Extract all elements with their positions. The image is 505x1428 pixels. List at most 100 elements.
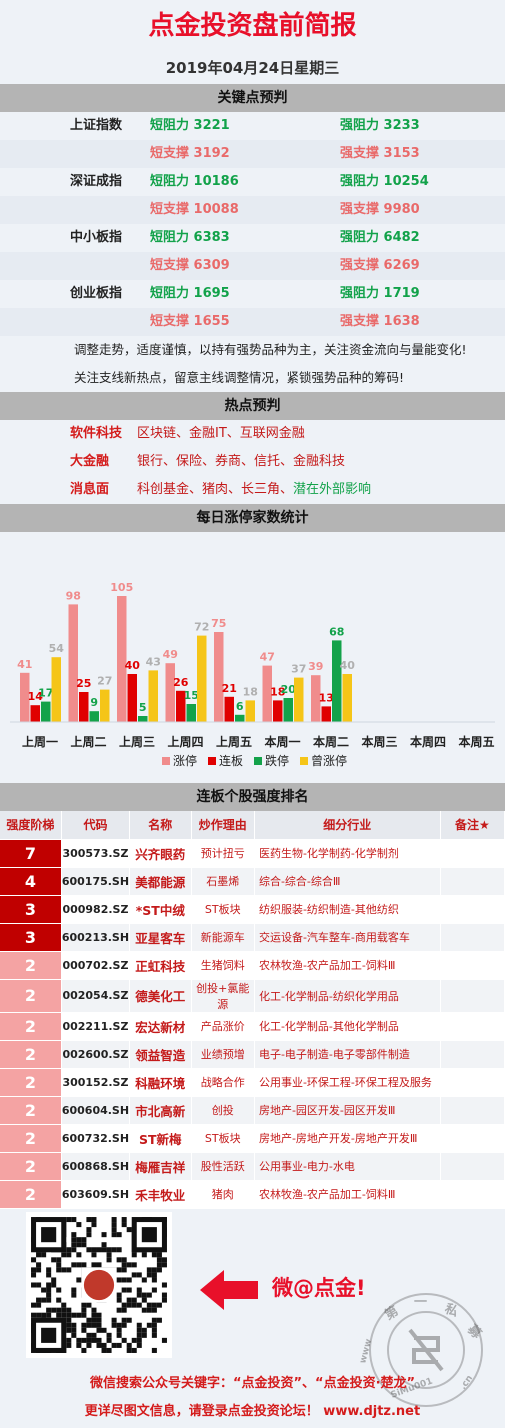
index-name: 上证指数 [70,118,123,133]
table-row: 2 600732.SH ST新梅 ST板块 房地产-房地产开发-房地产开发Ⅲ [0,1124,505,1153]
reason-cell: 战略合作 [191,1068,255,1097]
legend-label: 曾涨停 [311,753,347,768]
strong-support: 强支撑 1638 [340,314,420,329]
table-row: 2 600868.SH 梅雁吉祥 股性活跃 公用事业-电力-水电 [0,1152,505,1181]
col-header-code: 代码 [61,811,131,840]
weibo-label: 微@点金! [272,1276,366,1300]
chart-bar-跌停 [186,704,196,722]
chart-bar-曾涨停 [51,657,61,722]
strategy-note-1: 调整走势，适度谨慎，以持有强势品种为主，关注资金流向与量能变化! [74,342,467,357]
hotspot-key: 软件科技 [70,426,123,441]
chart-category-label: 上周一 [22,734,58,749]
level-cell: 2 [0,979,62,1013]
chart-bar-跌停 [89,711,99,722]
chart-bar-曾涨停 [342,674,352,722]
table-row: 7 300573.SZ 兴齐眼药 预计扭亏 医药生物-化学制药-化学制剂 [0,839,505,868]
strong-resistance: 强阻力 6482 [340,230,420,245]
chart-data-label: 20 [281,683,297,696]
chart-data-label: 6 [236,700,244,713]
chart-data-label: 25 [76,677,91,690]
chart-category-label: 上周三 [119,734,155,749]
industry-cell: 公用事业-电力-水电 [254,1152,441,1181]
note-cell [440,895,505,924]
strong-resistance: 强阻力 1719 [340,286,420,301]
legend-swatch [300,757,308,765]
chart-bar-连板 [273,700,283,722]
section-keypoints-header: 关键点预判 [0,84,505,112]
note-cell [440,839,505,868]
name-cell: 亚星客车 [129,923,192,952]
hotspot-value: 科创基金、猪肉、长三角、潜在外部影响 [137,476,371,504]
note-cell [440,1152,505,1181]
svg-text:一: 一 [414,1295,427,1310]
keypoint-resistance-row: 中小板指 短阻力 6383 强阻力 6482 [0,224,505,252]
chart-data-label: 17 [38,687,53,700]
legend-label: 连板 [219,753,243,768]
hotspot-item: 消息面 科创基金、猪肉、长三角、潜在外部影响 [0,476,505,504]
level-cell: 2 [0,1180,62,1209]
industry-cell: 化工-化学制品-其他化学制品 [254,1012,441,1041]
strategy-note-2: 关注支线新热点，留意主线调整情况，紧锁强势品种的筹码! [74,370,405,385]
chart-data-label: 18 [243,685,258,698]
table-row: 2 002600.SZ 领益智造 业绩预增 电子-电子制造-电子零部件制造 [0,1040,505,1069]
chart-data-label: 13 [319,691,334,704]
stamp-seal: 第 一 私 募 www SiMu001 .cn [358,1293,485,1407]
col-header-note: 备注★ [440,811,505,840]
keypoint-resistance-row: 深证成指 短阻力 10186 强阻力 10254 [0,168,505,196]
table-row: 2 002054.SZ 德美化工 创投+氯能源 化工-化学制品-纺织化学用品 [0,979,505,1013]
chart-category-label: 本周一 [264,734,300,749]
reason-cell: ST板块 [191,1124,255,1153]
name-cell: 兴齐眼药 [129,839,192,868]
chart-data-label: 68 [329,625,344,638]
chart-bar-跌停 [283,698,293,722]
reason-cell: 猪肉 [191,1180,255,1209]
code-cell: 300152.SZ [61,1068,131,1097]
left-arrow-icon [200,1270,258,1310]
section-stats-header: 每日涨停家数统计 [0,504,505,532]
code-cell: 002211.SZ [61,1012,131,1041]
keypoint-support-row: 短支撑 10088 强支撑 9980 [0,196,505,224]
legend-swatch [254,757,262,765]
chart-data-label: 27 [97,675,112,688]
name-cell: 梅雁吉祥 [129,1152,192,1181]
level-cell: 3 [0,895,62,924]
code-cell: 600732.SH [61,1124,131,1153]
chart-data-label: 75 [211,617,226,630]
chart-bar-涨停 [165,663,175,722]
hotspot-item: 大金融 银行、保险、券商、信托、金融科技 [0,448,505,476]
table-row: 2 603609.SH 禾丰牧业 猪肉 农林牧渔-农产品加工-饲料Ⅲ [0,1180,505,1209]
legend-label: 跌停 [265,753,289,768]
table-header-row: 强度阶梯 代码 名称 炒作理由 细分行业 备注★ [0,811,505,840]
chart-data-label: 39 [308,660,323,673]
hotspot-value: 区块链、金融IT、互联网金融 [137,426,305,441]
chart-category-label: 上周四 [167,734,203,749]
chart-data-label: 37 [291,663,306,676]
note-cell [440,1180,505,1209]
reason-cell: 产品涨价 [191,1012,255,1041]
code-cell: 000702.SZ [61,951,131,980]
note-cell [440,951,505,980]
industry-cell: 化工-化学制品-纺织化学用品 [254,979,441,1013]
col-header-industry: 细分行业 [254,811,441,840]
chart-data-label: 40 [340,659,356,672]
level-cell: 2 [0,1040,62,1069]
chart-bar-涨停 [262,665,272,722]
level-cell: 2 [0,1124,62,1153]
industry-cell: 纺织服装-纺织制造-其他纺织 [254,895,441,924]
industry-cell: 综合-综合-综合Ⅲ [254,867,441,896]
chart-bar-涨停 [311,675,321,722]
table-row: 3 600213.SH 亚星客车 新能源车 交运设备-汽车整车-商用载客车 [0,923,505,952]
keypoint-support-row: 短支撑 6309 强支撑 6269 [0,252,505,280]
short-resistance: 短阻力 6383 [150,230,230,245]
chart-data-label: 21 [222,682,237,695]
legend-label: 涨停 [173,753,197,768]
level-cell: 2 [0,1012,62,1041]
code-cell: 600175.SH [61,867,131,896]
chart-bar-连板 [321,706,331,722]
note-cell [440,867,505,896]
chart-bar-涨停 [117,596,127,722]
keypoint-resistance-row: 上证指数 短阻力 3221 强阻力 3233 [0,112,505,140]
chart-bar-连板 [224,696,234,722]
name-cell: ST新梅 [129,1124,192,1153]
